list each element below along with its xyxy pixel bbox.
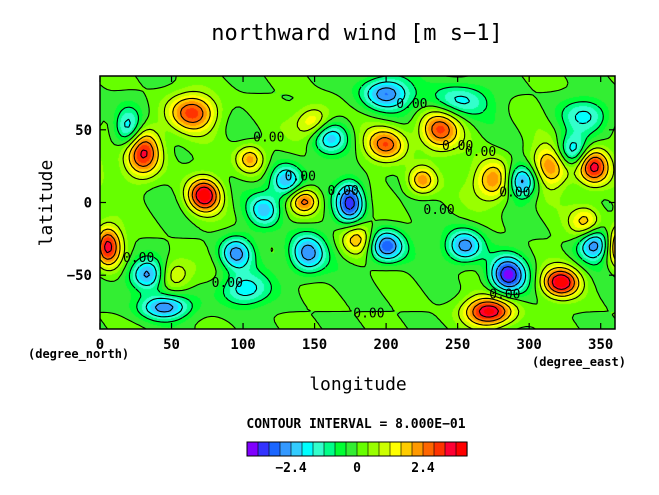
contour-lines [99, 75, 616, 330]
contour-level [143, 87, 599, 313]
y-tick-label: 50 [75, 123, 92, 139]
chart-title: northward wind [m s−1] [211, 21, 502, 46]
colorbar-tick-label: 2.4 [411, 461, 435, 476]
colorbar-swatch [422, 441, 435, 457]
contour-label: 0.00 [253, 130, 284, 145]
colorbar-frame [246, 441, 468, 457]
x-axis-ticks: 0 50 100 150 200 250 300 350 [96, 76, 613, 353]
contour-labels: 0.000.000.000.000.000.000.000.000.000.00… [123, 97, 531, 321]
x-tick-label: 250 [445, 337, 470, 353]
colorbar-swatch [411, 441, 424, 457]
x-tick-label: 150 [302, 337, 327, 353]
contour-label: 0.00 [353, 306, 384, 321]
x-tick-label: 100 [230, 337, 255, 353]
colorbar-swatch [378, 441, 391, 457]
contour-label: 0.00 [442, 139, 473, 154]
contour-label: 0.00 [123, 251, 154, 266]
x-tick-label: 200 [373, 337, 398, 353]
y-axis-label: latitude [36, 160, 57, 247]
colorbar-swatch [301, 441, 314, 457]
colorbar-swatch [444, 441, 457, 457]
y-tick-label: 0 [84, 196, 92, 212]
contour-label: 0.00 [396, 97, 427, 112]
y-tick-label: −50 [67, 268, 92, 284]
y-axis-ticks: −50 0 50 [67, 123, 615, 284]
colorbar-swatch [389, 441, 402, 457]
colorbar-swatch [312, 441, 325, 457]
colorbar-swatch [279, 441, 292, 457]
contour-label: 0.00 [489, 287, 520, 302]
contour-label: 0.00 [499, 186, 530, 201]
colorbar-swatch [367, 441, 380, 457]
contour-label: 0.00 [212, 276, 243, 291]
colorbar-swatch [356, 441, 369, 457]
x-tick-label: 0 [96, 337, 104, 353]
colorbar-swatch [323, 441, 336, 457]
colorbar-tick-label: 0 [353, 461, 361, 476]
colorbar-swatch [257, 441, 270, 457]
contour-level [124, 81, 603, 318]
colorbar-swatch [345, 441, 358, 457]
colorbar-swatch [433, 441, 446, 457]
colorbar-swatch [246, 441, 259, 457]
colorbar-swatch [290, 441, 303, 457]
colorbar-tick-label: −2.4 [275, 461, 306, 476]
plot-area: 0.000.000.000.000.000.000.000.000.000.00… [99, 75, 616, 330]
contour-label: 0.00 [328, 184, 359, 199]
contour-label: 0.00 [285, 170, 316, 185]
x-tick-label: 300 [517, 337, 542, 353]
colorbar-ticks: −2.4 0 2.4 [275, 461, 435, 476]
colorbar-swatch [400, 441, 413, 457]
x-tick-label: 350 [588, 337, 613, 353]
x-unit-right: (degree_east) [532, 355, 626, 370]
x-unit-left: (degree_north) [28, 347, 129, 362]
contour-label: 0.00 [465, 145, 496, 160]
colorbar [246, 441, 468, 457]
x-axis-label: longitude [309, 374, 407, 395]
contour-label: 0.00 [423, 203, 454, 218]
contour-level [99, 90, 616, 330]
contour-level [99, 97, 616, 326]
colorbar-swatch [334, 441, 347, 457]
contour-level [104, 149, 599, 318]
x-tick-label: 50 [163, 337, 180, 353]
contour-level [116, 75, 606, 323]
contour-interval-text: CONTOUR INTERVAL = 8.000E−01 [246, 417, 465, 432]
contour-level [344, 196, 517, 283]
colorbar-swatch [268, 441, 281, 457]
colorbar-swatch [455, 441, 468, 457]
contour-level [99, 103, 605, 322]
